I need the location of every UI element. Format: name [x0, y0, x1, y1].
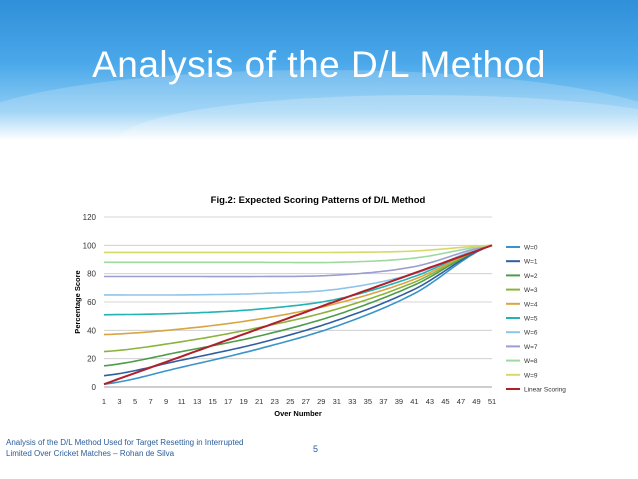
x-tick-label: 27: [302, 397, 310, 406]
x-tick-label: 51: [488, 397, 496, 406]
series-line: [103, 244, 493, 367]
x-tick-label: 35: [364, 397, 372, 406]
x-tick-label: 31: [333, 397, 341, 406]
banner-wave: [0, 70, 638, 140]
x-tick-label: 29: [317, 397, 325, 406]
x-tick-label: 5: [133, 397, 137, 406]
legend-label: W=9: [524, 372, 538, 379]
legend-label: W=6: [524, 330, 538, 337]
x-tick-label: 13: [193, 397, 201, 406]
x-tick-label: 37: [379, 397, 387, 406]
series-line: [103, 244, 493, 353]
x-tick-label: 23: [271, 397, 279, 406]
x-tick-label: 9: [164, 397, 168, 406]
series-line: [103, 244, 493, 386]
x-tick-label: 11: [178, 397, 186, 406]
legend-label: W=1: [524, 259, 538, 266]
x-tick-label: 33: [348, 397, 356, 406]
y-tick-label: 20: [87, 355, 96, 364]
x-tick-label: 43: [426, 397, 434, 406]
legend-label: Linear Scoring: [524, 387, 566, 394]
x-tick-label: 7: [148, 397, 152, 406]
x-tick-label: 1: [102, 397, 106, 406]
x-tick-label: 17: [224, 397, 232, 406]
y-tick-label: 0: [92, 383, 97, 392]
y-axis-label: Percentage Score: [73, 270, 82, 333]
legend-label: W=4: [524, 301, 538, 308]
series-line: [104, 244, 493, 264]
footer-citation: Analysis of the D/L Method Used for Targ…: [6, 438, 244, 458]
line-chart: Fig.2: Expected Scoring Patterns of D/L …: [73, 195, 566, 418]
series-line: [103, 244, 493, 316]
series-line: [103, 244, 493, 377]
slide-title: Analysis of the D/L Method: [92, 44, 546, 85]
y-tick-label: 120: [83, 213, 97, 222]
legend-label: W=2: [524, 273, 538, 280]
x-tick-label: 25: [286, 397, 294, 406]
legend-label: W=8: [524, 358, 538, 365]
title-banner: [0, 0, 638, 140]
x-tick-label: 21: [255, 397, 263, 406]
y-tick-label: 80: [87, 270, 96, 279]
legend-label: W=0: [524, 245, 538, 252]
x-tick-label: 3: [117, 397, 121, 406]
x-axis-label: Over Number: [274, 409, 322, 418]
legend-label: W=7: [524, 344, 538, 351]
x-tick-label: 19: [240, 397, 248, 406]
x-tick-label: 39: [395, 397, 403, 406]
x-tick-label: 41: [410, 397, 418, 406]
series-line: [103, 244, 493, 336]
series-line: [104, 244, 493, 278]
y-tick-label: 40: [87, 326, 96, 335]
legend-label: W=3: [524, 287, 538, 294]
x-tick-label: 47: [457, 397, 465, 406]
x-tick-label: 15: [208, 397, 216, 406]
legend-label: W=5: [524, 316, 538, 323]
y-tick-label: 100: [83, 241, 97, 250]
series-line: [103, 244, 493, 385]
x-tick-label: 49: [472, 397, 480, 406]
chart-title: Fig.2: Expected Scoring Patterns of D/L …: [211, 195, 426, 206]
series-line: [104, 244, 493, 254]
x-tick-label: 45: [441, 397, 449, 406]
page-number: 5: [313, 444, 319, 454]
y-tick-label: 60: [87, 298, 96, 307]
